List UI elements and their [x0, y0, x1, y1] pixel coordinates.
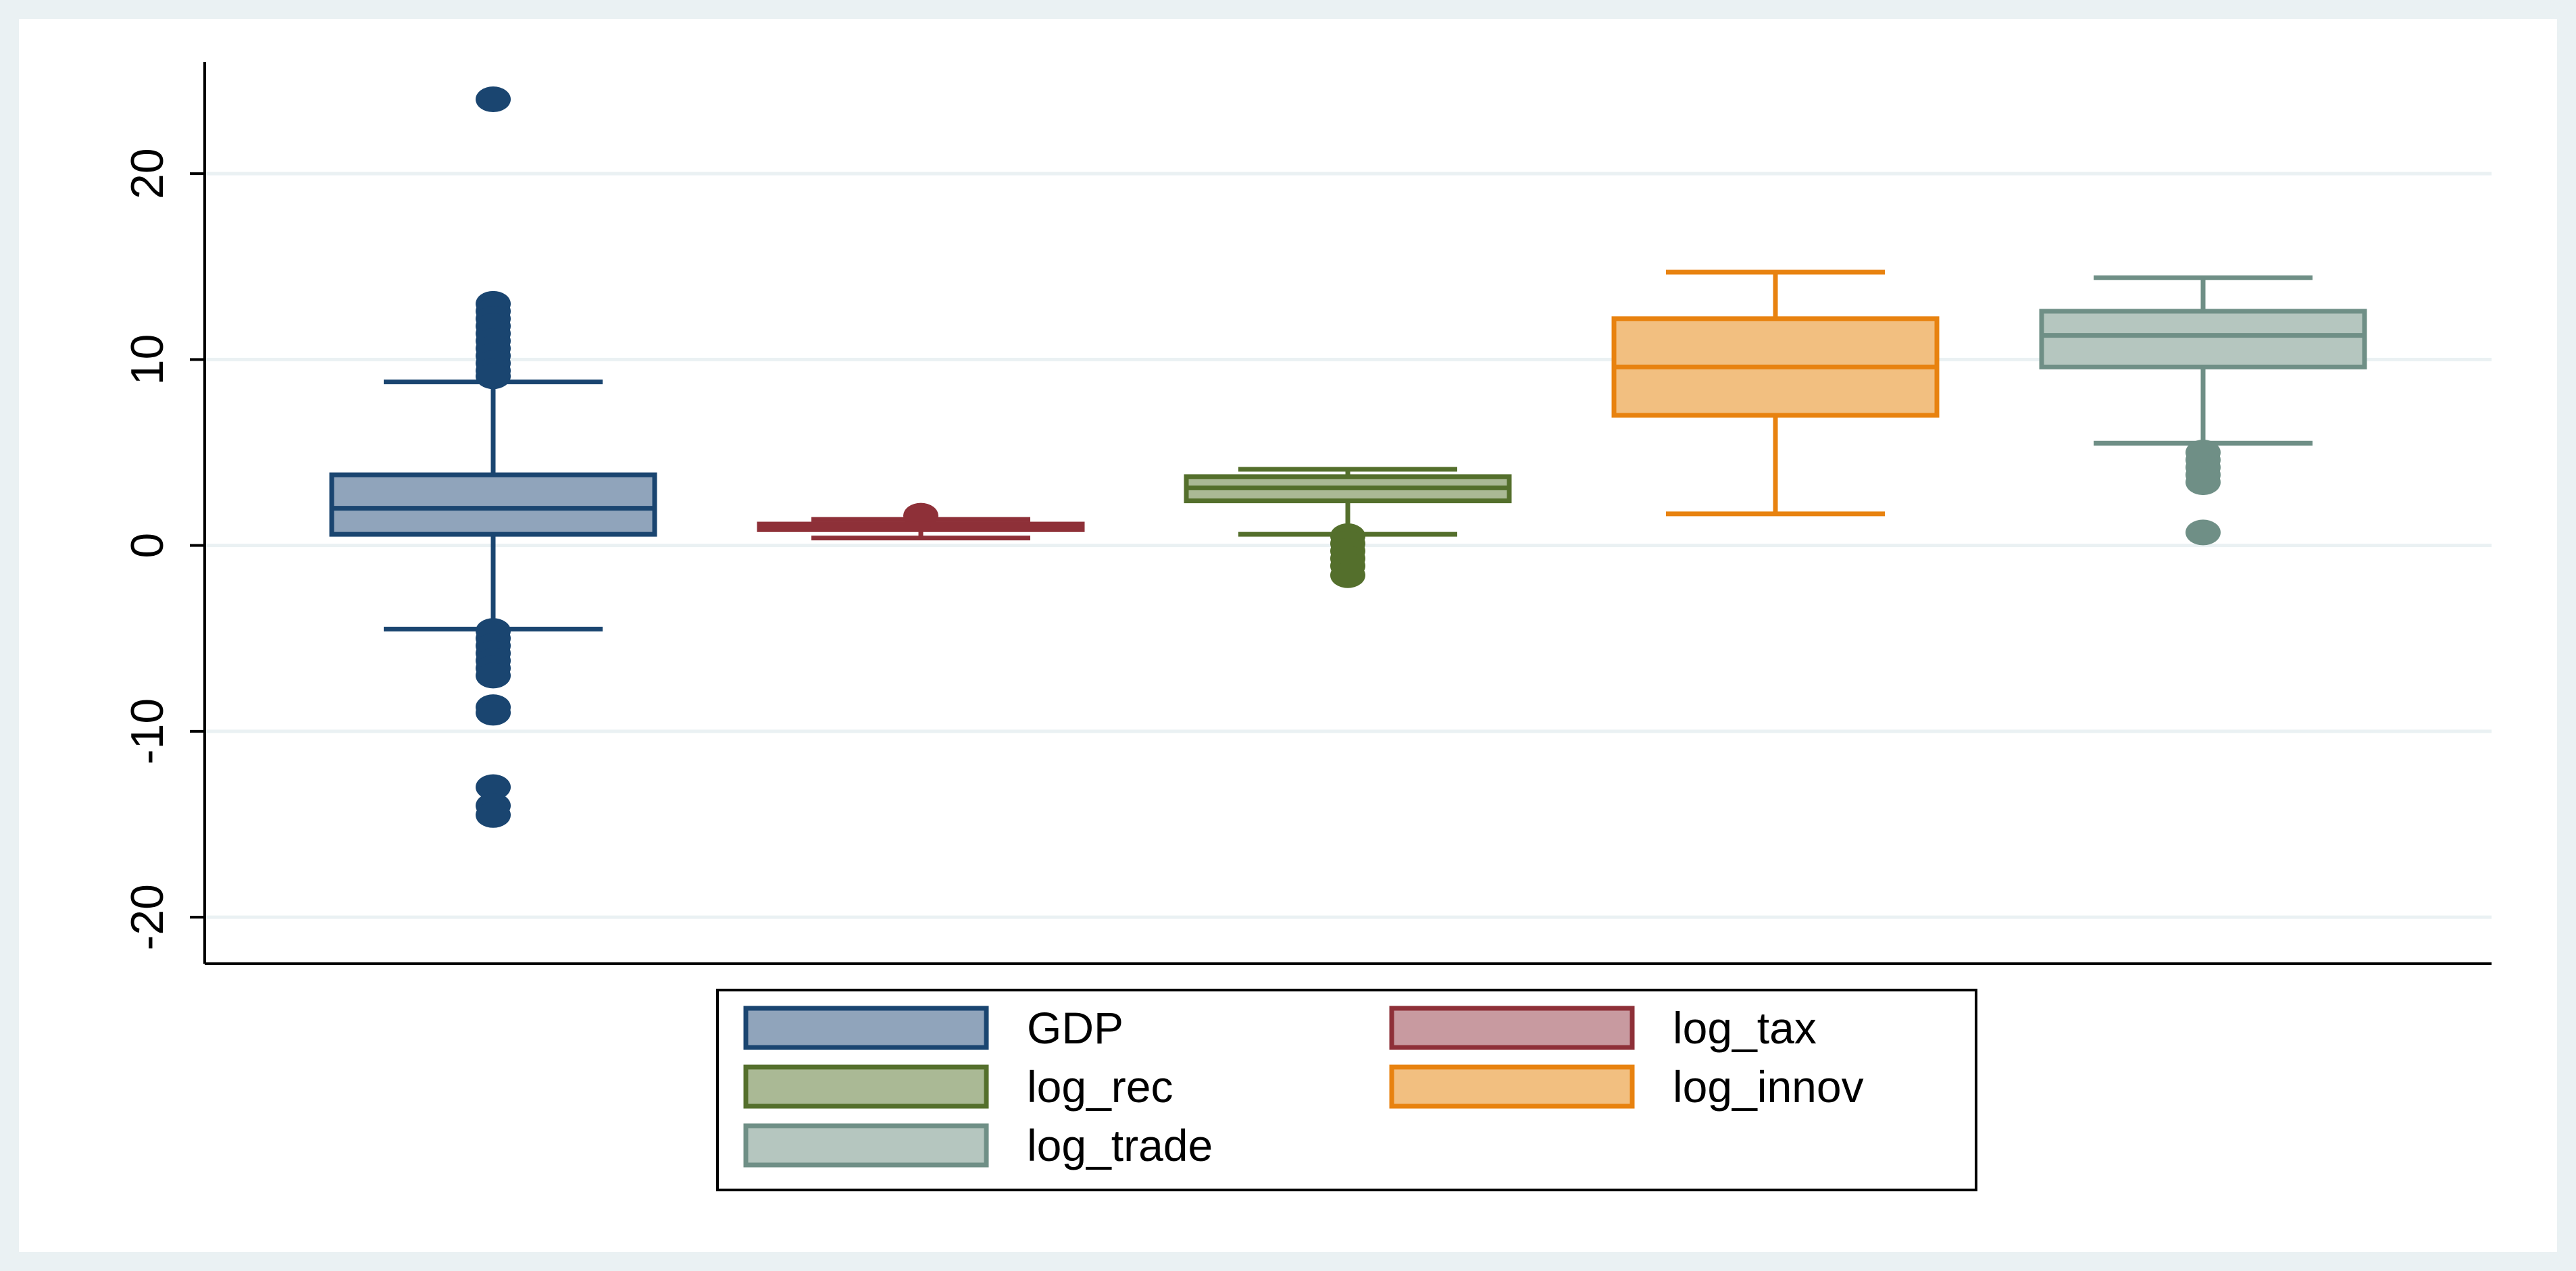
y-tick-label: 10 — [122, 334, 173, 386]
legend-swatch — [743, 1064, 989, 1109]
legend-label: log_rec — [1027, 1062, 1173, 1112]
outlier-point — [2186, 469, 2221, 496]
y-tick-label: -10 — [122, 698, 173, 764]
legend-swatch — [1389, 1006, 1635, 1050]
outlier-point — [476, 363, 511, 390]
legend-label: log_tax — [1673, 1003, 1817, 1053]
box-log_innov — [1611, 269, 1940, 517]
y-axis: -20 -10 0 10 20 — [122, 62, 2492, 965]
legend: GDP log_tax log_rec log_innov log_trade — [716, 989, 1977, 1191]
box-log_trade — [2039, 275, 2367, 546]
y-tick-label: 20 — [122, 148, 173, 199]
box-iqr — [329, 472, 657, 537]
outlier-point — [476, 774, 511, 800]
boxes — [329, 86, 2367, 828]
y-tick-label: -20 — [122, 884, 173, 950]
y-tick-label: 0 — [122, 533, 173, 559]
box-log_rec — [1184, 467, 1512, 588]
legend-swatch — [743, 1123, 989, 1168]
outlier-point — [476, 663, 511, 689]
outlier-point — [476, 700, 511, 726]
box-iqr — [2039, 309, 2367, 369]
outlier-point — [476, 802, 511, 828]
outlier-point — [903, 502, 938, 529]
box-log_tax — [757, 502, 1085, 541]
legend-swatch — [1389, 1064, 1635, 1109]
legend-label: log_trade — [1027, 1120, 1213, 1170]
outlier-point — [1330, 562, 1365, 588]
outlier-point — [2186, 519, 2221, 546]
outlier-point — [476, 86, 511, 113]
legend-swatch — [743, 1006, 989, 1050]
legend-label: GDP — [1027, 1003, 1123, 1053]
legend-label: log_innov — [1673, 1062, 1864, 1112]
box-GDP — [329, 86, 657, 828]
